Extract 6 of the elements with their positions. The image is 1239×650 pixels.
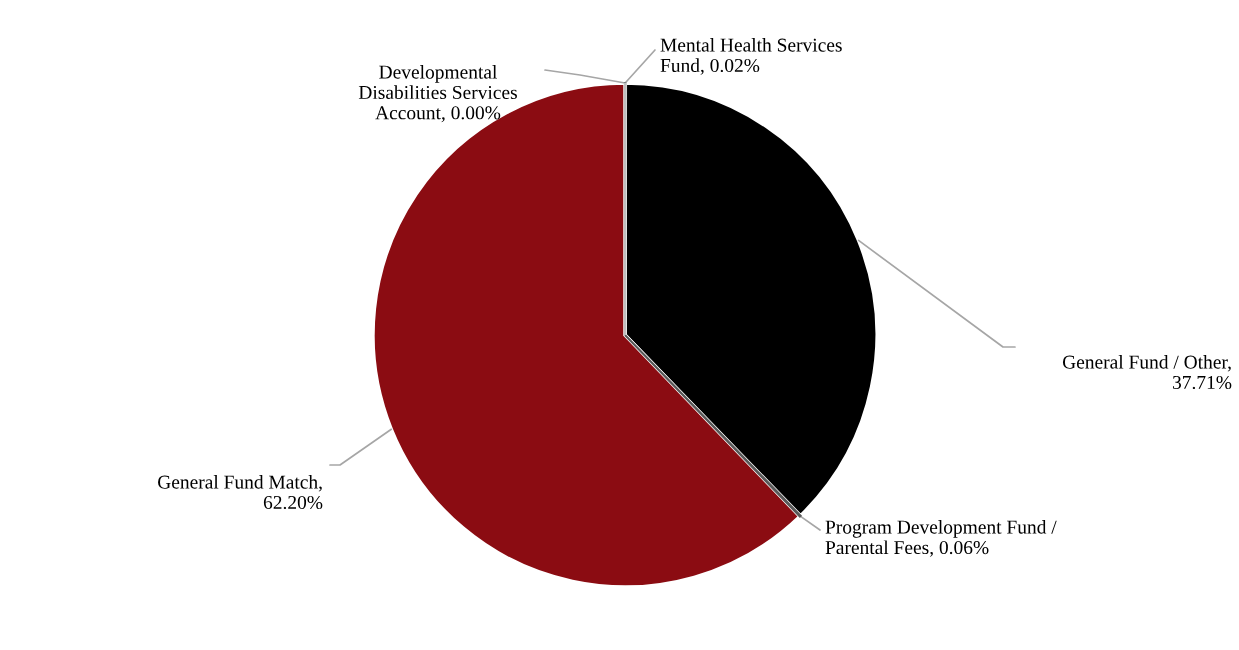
- slice-label: Mental Health Services Fund, 0.02%: [660, 38, 842, 75]
- slice-label: General Fund / Other, 37.71%: [1062, 355, 1232, 390]
- legend-label: Developmental Disabilities Services Account, 0.00%: [358, 65, 517, 123]
- slice-label: Program Development Fund / Parental Fees, 0.06%: [825, 520, 1057, 557]
- pie-slice: [623, 333, 802, 518]
- slice-label: General Fund Match, 62.20%: [158, 475, 323, 510]
